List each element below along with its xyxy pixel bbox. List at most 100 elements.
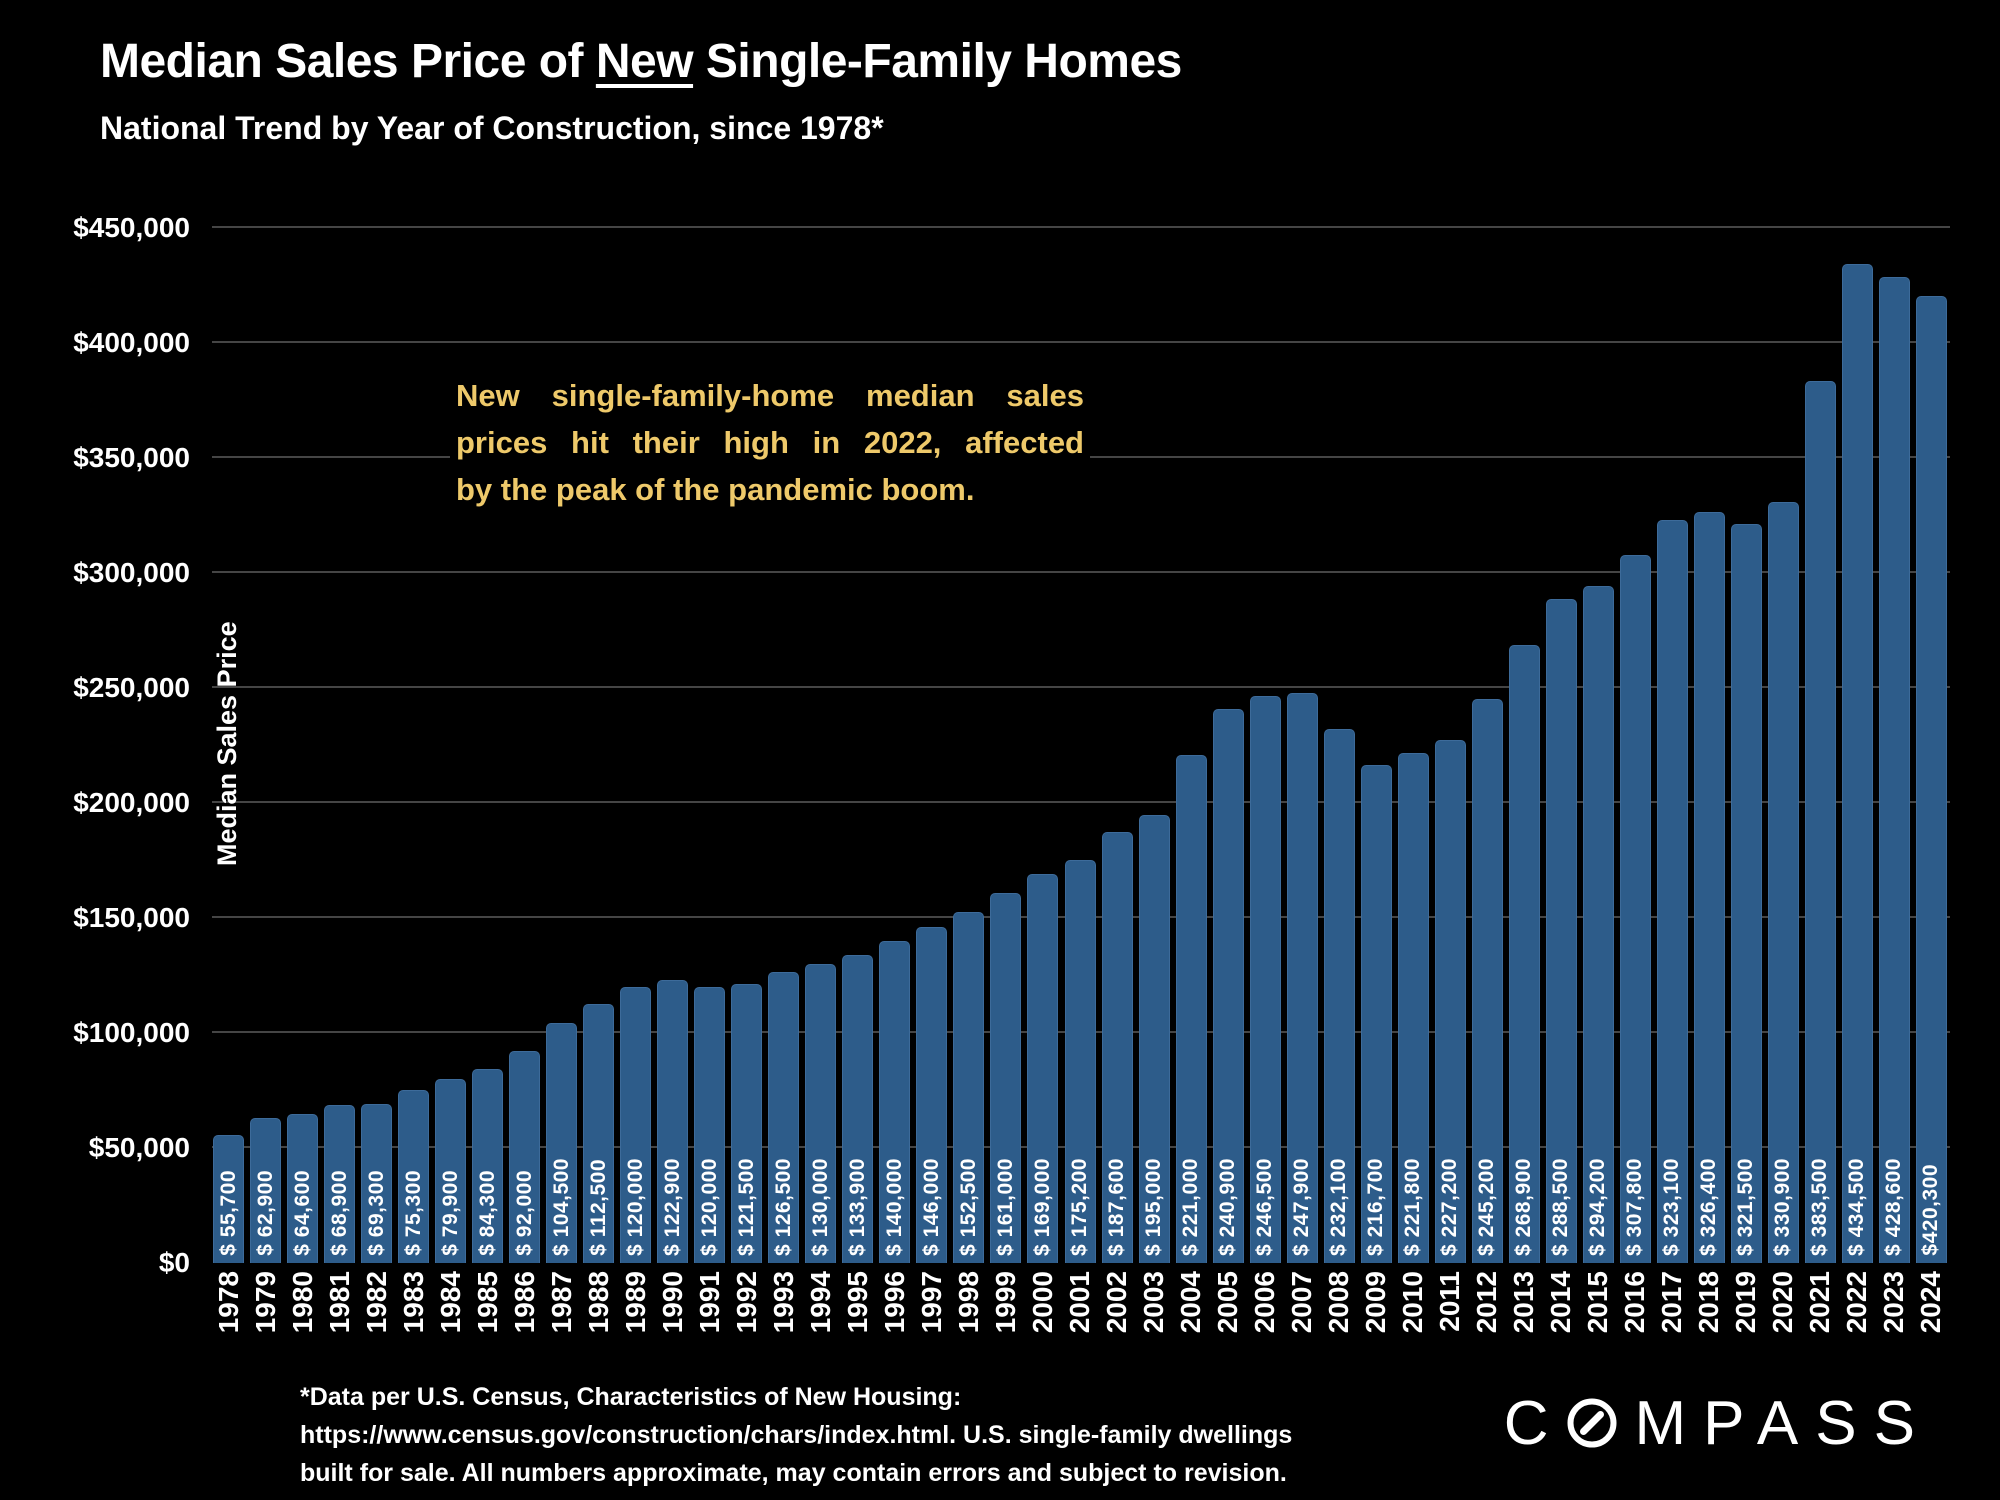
page-subtitle: National Trend by Year of Construction, …: [100, 110, 884, 146]
y-tick-label: $150,000: [73, 902, 190, 933]
bar-value-label: $ 195,000: [1142, 1158, 1166, 1256]
bar: $ 175,200: [1064, 860, 1096, 1263]
bar: $ 268,900: [1508, 644, 1540, 1263]
x-tick-label: 1985: [471, 1271, 503, 1334]
bar-value-label: $ 120,000: [697, 1158, 721, 1256]
x-tick-label: 2001: [1063, 1271, 1095, 1334]
x-tick-label: 2016: [1619, 1271, 1651, 1334]
x-tick-label: 1984: [434, 1271, 466, 1334]
bar-value-label: $ 79,900: [438, 1170, 462, 1256]
bar: $ 84,300: [472, 1069, 504, 1263]
bar: $ 112,500: [583, 1004, 615, 1263]
bar-value-label: $ 122,900: [660, 1158, 684, 1256]
bar: $ 246,500: [1249, 696, 1281, 1263]
compass-logo-letters-mpass: MPASS: [1634, 1388, 1932, 1458]
bar-value-label: $ 245,200: [1475, 1158, 1499, 1256]
y-axis: $0 $50,000 $100,000 $150,000 $200,000 $250,00…: [0, 0, 190, 1500]
x-tick-label: 2012: [1471, 1271, 1503, 1334]
bar-value-label: $ 428,600: [1882, 1158, 1906, 1256]
x-tick-label: 1988: [582, 1271, 614, 1334]
bar: $ 245,200: [1471, 699, 1503, 1263]
x-tick-label: 1991: [693, 1271, 725, 1334]
bar: $ 122,900: [657, 980, 689, 1263]
bar: $ 68,900: [324, 1104, 356, 1263]
x-tick-label: 2007: [1286, 1271, 1318, 1334]
x-tick-label: 1979: [249, 1271, 281, 1334]
x-tick-label: 2014: [1545, 1271, 1577, 1334]
bar: $ 120,000: [694, 987, 726, 1263]
page-title-post: Single-Family Homes: [693, 35, 1182, 88]
y-tick-label: $100,000: [73, 1017, 190, 1048]
bar-value-label: $ 92,000: [512, 1170, 536, 1256]
bar: $ 434,500: [1841, 263, 1873, 1263]
annotation-line: prices hit their high in 2022, affected: [456, 425, 1084, 460]
x-tick-label: 1981: [323, 1271, 355, 1334]
bar: $ 130,000: [805, 964, 837, 1263]
bar-value-label: $ 112,500: [586, 1159, 610, 1256]
bar: $ 323,100: [1656, 519, 1688, 1263]
x-tick-label: 2002: [1101, 1271, 1132, 1334]
bar-value-label: $420,300: [1919, 1164, 1943, 1256]
bar-value-label: $ 175,200: [1068, 1158, 1091, 1256]
y-tick-label: $250,000: [73, 672, 190, 703]
bar-value-label: $ 133,900: [845, 1158, 869, 1256]
x-tick-label: 2004: [1175, 1271, 1207, 1334]
x-tick-label: 2024: [1915, 1271, 1947, 1334]
bar: $ 140,000: [879, 941, 911, 1263]
x-tick-label: 1983: [397, 1271, 429, 1334]
y-tick-label: $0: [158, 1247, 190, 1278]
bar-value-label: $ 161,000: [993, 1158, 1017, 1256]
bar: $ 152,500: [953, 912, 985, 1263]
x-tick-label: 2023: [1878, 1271, 1910, 1334]
x-tick-label: 2000: [1026, 1271, 1058, 1334]
x-tick-label: 1996: [878, 1271, 910, 1334]
gridline: [212, 801, 1950, 803]
annotation-line: New single-family-home median sales: [456, 378, 1084, 413]
footnote-line: *Data per U.S. Census, Characteristics o…: [300, 1383, 962, 1411]
bar-value-label: $ 307,800: [1623, 1158, 1647, 1256]
bar-value-label: $ 326,400: [1697, 1158, 1721, 1256]
bar-value-label: $ 121,500: [734, 1158, 758, 1256]
bar: $ 121,500: [731, 983, 763, 1263]
bar-value-label: $ 120,000: [623, 1158, 647, 1256]
bar-value-label: $ 216,700: [1364, 1158, 1388, 1256]
bar: $ 92,000: [509, 1051, 541, 1263]
bar: $ 64,600: [287, 1114, 319, 1263]
bar-value-label: $ 330,900: [1771, 1158, 1795, 1256]
bar-value-label: $ 247,900: [1290, 1158, 1314, 1256]
bar: $ 240,900: [1212, 708, 1244, 1263]
bar: $ 383,500: [1804, 380, 1836, 1263]
bar-value-label: $ 221,800: [1401, 1158, 1425, 1256]
x-tick-label: 1999: [989, 1271, 1021, 1334]
y-tick-label: $350,000: [73, 442, 190, 473]
x-tick-label: 2021: [1804, 1271, 1836, 1334]
bar: $ 247,900: [1286, 692, 1318, 1263]
bar: $ 330,900: [1767, 501, 1799, 1263]
bar-value-label: $ 294,200: [1586, 1158, 1610, 1256]
x-tick-label: 2015: [1582, 1271, 1614, 1334]
bar: $ 169,000: [1027, 874, 1059, 1263]
compass-logo-letter-c: C: [1503, 1388, 1566, 1458]
x-tick-label: 1993: [767, 1271, 799, 1334]
bar: $ 126,500: [768, 972, 800, 1263]
x-tick-label: 1992: [730, 1271, 762, 1334]
bar: $ 326,400: [1693, 512, 1725, 1263]
bar: $ 294,200: [1582, 586, 1614, 1263]
bar: $ 216,700: [1360, 764, 1392, 1263]
x-tick-label: 2020: [1767, 1271, 1799, 1334]
x-tick-label: 1986: [508, 1271, 540, 1334]
bar: $ 195,000: [1138, 814, 1170, 1263]
y-axis-title: Median Sales Price: [212, 621, 242, 866]
x-tick-label: 1980: [286, 1271, 318, 1334]
bar-value-label: $ 187,600: [1105, 1158, 1129, 1256]
bar: $ 221,800: [1397, 752, 1429, 1263]
x-tick-label: 1978: [212, 1271, 244, 1334]
bar-value-label: $ 62,900: [253, 1170, 277, 1256]
y-tick-label: $200,000: [73, 787, 190, 818]
x-tick-label: 2013: [1508, 1271, 1540, 1334]
bar-value-label: $ 146,000: [919, 1158, 943, 1256]
bar: $ 288,500: [1545, 599, 1577, 1263]
x-tick-label: 2006: [1249, 1271, 1281, 1334]
gridline: [212, 226, 1950, 228]
